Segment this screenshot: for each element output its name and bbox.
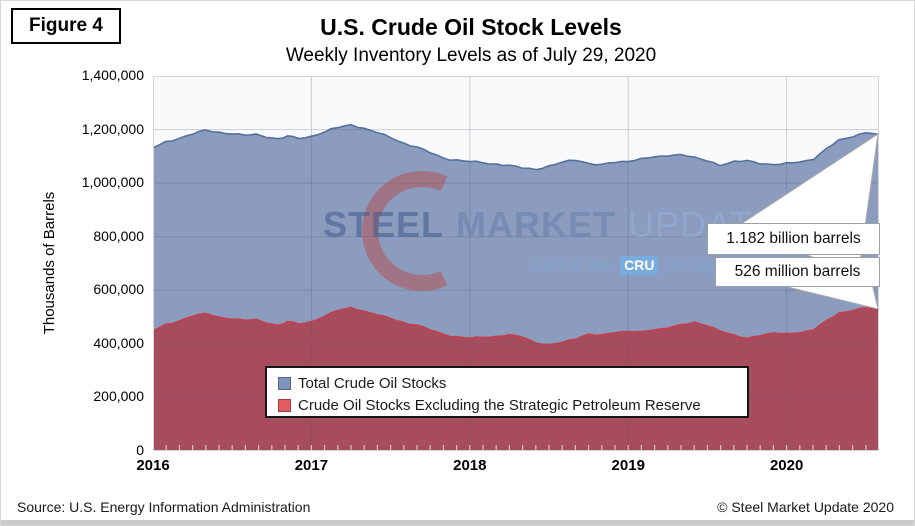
x-tick-label: 2018	[453, 457, 487, 474]
y-tick-label: 600,000	[93, 281, 144, 298]
y-tick-label: 0	[136, 442, 144, 458]
legend-swatch-total-icon	[278, 376, 291, 390]
y-tick-label: 200,000	[93, 388, 144, 405]
y-tick-label: 800,000	[93, 227, 144, 244]
y-tick-label: 1,000,000	[81, 174, 144, 191]
legend-item-excl-spr: Crude Oil Stocks Excluding the Strategic…	[278, 394, 747, 416]
legend-swatch-excl-spr-icon	[278, 398, 291, 412]
figure-label: Figure 4	[11, 8, 121, 44]
x-tick-label: 2017	[294, 457, 329, 474]
callout-total-value: 1.182 billion barrels	[707, 223, 880, 255]
y-tick-label: 1,200,000	[81, 120, 144, 137]
x-tick-label: 2020	[769, 457, 804, 474]
bottom-edge-strip	[1, 520, 914, 525]
source-text: Source: U.S. Energy Information Administ…	[17, 499, 311, 515]
line-series-excl-spr	[153, 306, 879, 346]
copyright-text: © Steel Market Update 2020	[717, 499, 894, 515]
legend: Total Crude Oil Stocks Crude Oil Stocks …	[265, 366, 749, 418]
y-tick-label: 400,000	[93, 334, 144, 351]
legend-label-total: Total Crude Oil Stocks	[298, 374, 447, 392]
callout-excl-spr-value: 526 million barrels	[715, 257, 880, 287]
y-tick-label: 1,400,000	[81, 67, 144, 83]
y-axis-title: Thousands of Barrels	[41, 191, 58, 335]
chart-title: U.S. Crude Oil Stock Levels	[320, 14, 622, 40]
chart-subtitle: Weekly Inventory Levels as of July 29, 2…	[285, 45, 657, 66]
legend-item-total: Total Crude Oil Stocks	[278, 372, 747, 394]
x-tick-label: 2019	[611, 457, 645, 474]
x-tick-label: 2016	[136, 457, 170, 474]
legend-label-excl-spr: Crude Oil Stocks Excluding the Strategic…	[298, 396, 701, 414]
